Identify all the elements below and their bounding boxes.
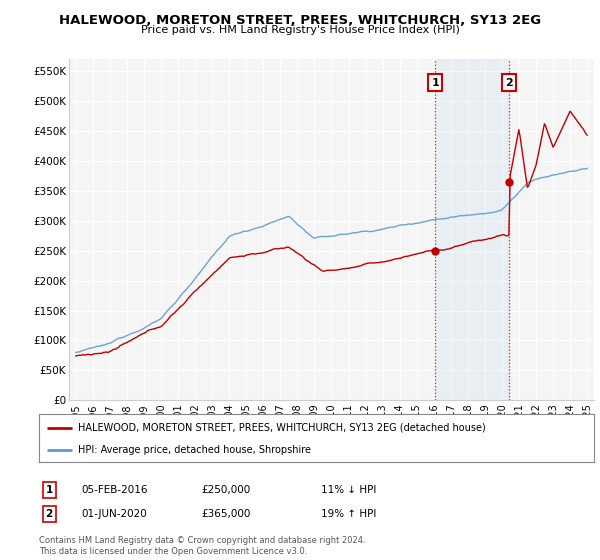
Text: 1: 1 (46, 485, 53, 495)
Text: 05-FEB-2016: 05-FEB-2016 (81, 485, 148, 495)
Text: 1: 1 (431, 78, 439, 88)
Text: HPI: Average price, detached house, Shropshire: HPI: Average price, detached house, Shro… (78, 445, 311, 455)
Text: HALEWOOD, MORETON STREET, PREES, WHITCHURCH, SY13 2EG (detached house): HALEWOOD, MORETON STREET, PREES, WHITCHU… (78, 423, 485, 433)
Text: 2: 2 (505, 78, 513, 88)
Text: 11% ↓ HPI: 11% ↓ HPI (321, 485, 376, 495)
Text: £250,000: £250,000 (201, 485, 250, 495)
Text: HALEWOOD, MORETON STREET, PREES, WHITCHURCH, SY13 2EG: HALEWOOD, MORETON STREET, PREES, WHITCHU… (59, 14, 541, 27)
Text: £365,000: £365,000 (201, 509, 250, 519)
Text: 2: 2 (46, 509, 53, 519)
Text: Contains HM Land Registry data © Crown copyright and database right 2024.
This d: Contains HM Land Registry data © Crown c… (39, 536, 365, 556)
Text: 01-JUN-2020: 01-JUN-2020 (81, 509, 147, 519)
Bar (435, 59, 509, 400)
Text: 19% ↑ HPI: 19% ↑ HPI (321, 509, 376, 519)
Text: Price paid vs. HM Land Registry's House Price Index (HPI): Price paid vs. HM Land Registry's House … (140, 25, 460, 35)
